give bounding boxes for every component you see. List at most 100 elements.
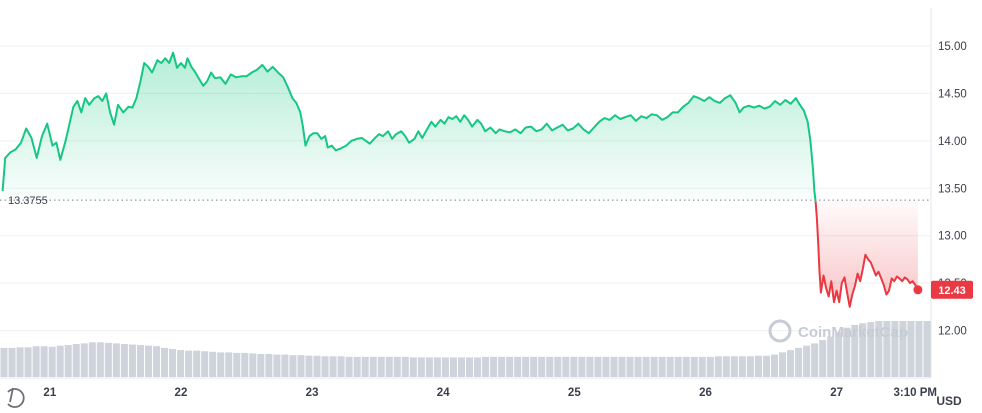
last-price-badge-box [931, 280, 973, 299]
volume-bar [96, 342, 104, 377]
volume-bar [313, 355, 321, 377]
volume-bar [570, 356, 578, 377]
volume-bar [281, 354, 289, 377]
volume-bar [530, 356, 538, 377]
volume-bar [811, 343, 819, 377]
volume-bar [714, 356, 722, 377]
coinmarketcap-logo-icon [768, 319, 792, 343]
volume-bar [738, 356, 746, 377]
volume-bar [851, 324, 859, 377]
volume-bar [80, 343, 88, 377]
volume-bar [594, 356, 602, 377]
volume-bar [112, 343, 120, 377]
volume-bar [417, 357, 425, 377]
volume-bar [353, 356, 361, 377]
volume-bar [779, 352, 787, 377]
volume-bar [706, 356, 714, 377]
volume-bar [474, 357, 482, 377]
volume-bar [827, 336, 835, 377]
volume-bar [144, 345, 152, 377]
volume-bar [241, 352, 249, 377]
volume-bar [698, 356, 706, 377]
volume-bar [8, 347, 16, 377]
volume-bar [891, 321, 899, 377]
volume-bar [490, 356, 498, 377]
volume-bar [88, 342, 96, 377]
volume-bar [457, 357, 465, 377]
site-stamp-logo [7, 387, 25, 408]
volume-bar [401, 356, 409, 377]
volume-bar [859, 323, 867, 377]
volume-bar [393, 356, 401, 377]
volume-bar [746, 356, 754, 377]
volume-bar [337, 356, 345, 377]
volume-bar [482, 356, 490, 377]
volume-bar [795, 347, 803, 377]
volume-bar [658, 356, 666, 377]
volume-bar [666, 356, 674, 377]
volume-bar [136, 345, 144, 377]
volume-bar [835, 332, 843, 377]
volume-bar [361, 356, 369, 377]
volume-bar [233, 352, 241, 377]
volume-bar [289, 355, 297, 377]
volume-bar [923, 321, 931, 377]
volume-bar [634, 356, 642, 377]
x-tick-label: 3:10 PM [894, 387, 937, 399]
volume-bars [0, 321, 931, 377]
volume-bar [682, 356, 690, 377]
last-price-badge: 12.43 [931, 280, 973, 299]
volume-bar [209, 351, 217, 377]
volume-bar [883, 321, 891, 377]
stamp-glyph-icon [7, 387, 25, 408]
price-lines [1, 51, 919, 308]
x-tick-label: 25 [568, 387, 581, 399]
volume-bar [722, 356, 730, 377]
volume-bar [907, 321, 915, 377]
volume-bar [433, 357, 441, 377]
volume-bar [385, 356, 393, 377]
volume-bar [690, 356, 698, 377]
volume-bar [16, 347, 24, 377]
volume-bar [843, 327, 851, 377]
volume-bar [369, 356, 377, 377]
coinmarketcap-watermark: CoinMarketCap [768, 319, 908, 343]
volume-bar [225, 352, 233, 377]
last-price-label: 12.43 [938, 285, 966, 297]
gain-series-line [1, 51, 817, 202]
volume-bar [24, 347, 32, 377]
volume-bar [377, 356, 385, 377]
y-tick-label: 14.00 [938, 136, 967, 148]
y-tick-label: 14.50 [938, 88, 967, 100]
volume-bar [169, 349, 177, 377]
volume-bar [586, 356, 594, 377]
x-tick-label: 23 [306, 387, 319, 399]
volume-bar [273, 354, 281, 377]
x-tick-label: 22 [175, 387, 188, 399]
x-tick-label: 21 [43, 387, 56, 399]
currency-unit: USD [936, 394, 962, 408]
volume-bar [538, 356, 546, 377]
last-price-dot [913, 285, 923, 295]
volume-bar [642, 356, 650, 377]
volume-bar [867, 322, 875, 377]
volume-bar [770, 354, 779, 377]
volume-bar [441, 357, 449, 377]
volume-bar [257, 354, 265, 377]
volume-bar [554, 356, 562, 377]
loss-series-line [814, 201, 919, 308]
x-tick-label: 27 [830, 387, 843, 399]
volume-bar [803, 345, 811, 377]
volume-bar [578, 356, 586, 377]
x-tick-labels: 21 22 23 24 25 26 27 3:10 PM [43, 387, 937, 399]
volume-bar [522, 356, 530, 377]
gain-area-fill [2, 52, 816, 202]
volume-bar [32, 346, 40, 377]
volume-bar [602, 356, 610, 377]
volume-bar [514, 356, 522, 377]
volume-bar [546, 356, 554, 377]
volume-bar [650, 356, 658, 377]
volume-bar [409, 357, 417, 377]
volume-bar [201, 351, 209, 377]
